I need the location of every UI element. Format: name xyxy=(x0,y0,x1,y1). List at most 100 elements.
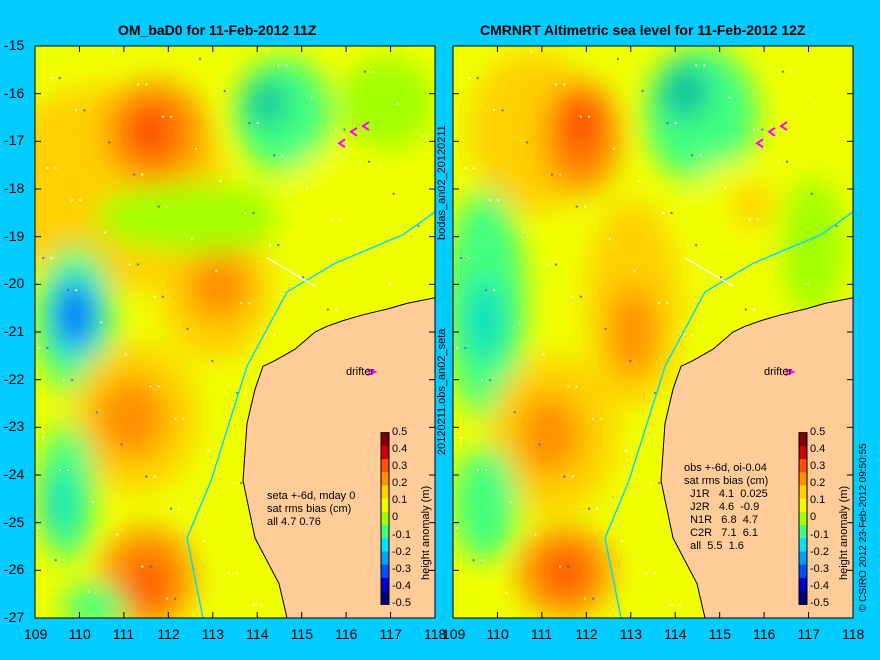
left-x-tick-label: 118 xyxy=(424,626,447,642)
right-anomaly-blob xyxy=(545,549,585,596)
right-obs-dot xyxy=(756,218,760,221)
right-colorbar-segment xyxy=(799,445,807,460)
right-colorbar-segment xyxy=(799,485,807,500)
right-obs-dot xyxy=(542,353,545,356)
right-anomaly-blob xyxy=(561,91,601,161)
right-anomaly-blob xyxy=(609,286,657,378)
left-obs-dot xyxy=(132,173,136,176)
left-obs-dot xyxy=(58,468,61,472)
left-obs-dot xyxy=(182,417,185,420)
right-x-tick-label: 110 xyxy=(486,626,509,642)
right-colorbar-tick-label: 0.2 xyxy=(810,477,826,490)
right-obs-dot xyxy=(657,481,661,485)
left-obs-dot xyxy=(396,102,400,106)
left-colorbar-segment xyxy=(381,577,389,592)
right-obs-dot xyxy=(493,109,496,112)
left-obs-dot xyxy=(42,436,45,440)
left-obs-dot xyxy=(42,256,45,260)
left-obs-dot xyxy=(37,346,41,350)
y-tick-label: -27 xyxy=(4,609,25,625)
left-obs-dot xyxy=(83,109,86,112)
y-tick-label: -17 xyxy=(4,132,25,149)
left-obs-dot xyxy=(87,591,90,594)
left-obs-dot xyxy=(178,507,181,510)
left-obs-dot xyxy=(285,64,288,67)
left-obs-dot xyxy=(54,558,57,562)
right-obs-dot xyxy=(616,57,620,61)
right-colorbar-label: height anomaly (m) xyxy=(838,485,850,580)
right-obs-dot xyxy=(748,218,752,221)
left-obs-dot xyxy=(50,76,53,80)
left-obs-dot xyxy=(244,211,247,215)
right-obs-dot xyxy=(666,121,669,125)
left-obs-dot xyxy=(260,603,264,607)
right-obs-dot xyxy=(596,507,599,510)
left-obs-dot xyxy=(417,224,420,228)
right-anomaly-blob xyxy=(453,446,517,561)
left-colorbar-segment xyxy=(381,551,389,566)
left-obs-dot xyxy=(305,186,309,189)
left-colorbar-tick-label: -0.3 xyxy=(392,562,411,575)
left-x-tick-label: 112 xyxy=(157,626,180,642)
right-colorbar-tick-label: -0.5 xyxy=(810,597,829,610)
right-anomaly-field xyxy=(453,46,845,618)
left-obs-dot xyxy=(157,205,160,208)
right-stats-line: obs +-6d, oi-0.04 xyxy=(684,462,767,474)
right-colorbar-segment xyxy=(799,498,807,513)
left-colorbar-segment xyxy=(381,511,389,526)
left-obs-dot xyxy=(239,481,243,485)
right-obs-dot xyxy=(686,244,690,247)
right-anomaly-blob xyxy=(517,394,581,475)
right-x-tick-label: 112 xyxy=(575,626,598,642)
left-obs-dot xyxy=(198,57,202,61)
left-obs-dot xyxy=(99,321,103,324)
left-obs-dot xyxy=(66,468,70,472)
right-obs-dot xyxy=(723,186,727,189)
right-obs-dot xyxy=(575,205,578,208)
left-obs-dot xyxy=(235,571,239,575)
right-obs-dot xyxy=(703,64,706,67)
left-obs-dot xyxy=(75,109,78,112)
right-obs-dot xyxy=(835,224,838,228)
right-colorbar-tick-label: -0.4 xyxy=(810,580,829,593)
right-obs-dot xyxy=(728,96,731,99)
right-anomaly-blob xyxy=(661,63,709,121)
right-obs-dot xyxy=(567,565,570,568)
left-obs-dot xyxy=(161,295,165,298)
right-obs-dot xyxy=(695,244,698,247)
left-colorbar-label: height anomaly (m) xyxy=(420,485,432,580)
left-colorbar-segment xyxy=(381,564,389,579)
right-obs-dot xyxy=(773,250,776,253)
left-obs-dot xyxy=(91,501,94,504)
left-anomaly-blob xyxy=(43,469,75,538)
right-x-tick-label: 117 xyxy=(797,626,820,642)
right-stats-box: obs +-6d, oi-0.04 sat rms bias (cm) J1R 4… xyxy=(684,462,768,553)
left-panel-title: OM_baD0 for 11-Feb-2012 11Z xyxy=(118,22,317,38)
right-colorbar-segment xyxy=(799,538,807,552)
right-x-tick-label: 118 xyxy=(842,626,865,642)
right-obs-dot xyxy=(781,70,785,73)
y-tick-label: -21 xyxy=(4,323,25,339)
right-obs-dot xyxy=(587,507,591,510)
right-obs-dot xyxy=(653,391,657,395)
right-obs-dot xyxy=(455,526,459,530)
left-stats-line: seta +-6d, mday 0 xyxy=(267,490,356,502)
right-x-tick-label: 116 xyxy=(753,626,776,642)
left-colorbar-segment xyxy=(381,538,389,552)
left-colorbar-segment xyxy=(381,498,389,513)
left-obs-dot xyxy=(371,70,375,73)
right-obs-dot xyxy=(744,308,747,311)
y-tick-label: -19 xyxy=(4,227,25,244)
left-obs-dot xyxy=(277,64,280,67)
left-anomaly-blob xyxy=(63,583,127,618)
left-isobath-line xyxy=(186,211,435,618)
left-colorbar-tick-label: -0.2 xyxy=(392,545,411,558)
right-obs-dot xyxy=(488,199,492,202)
right-obs-dot xyxy=(674,121,677,125)
left-colorbar-frame xyxy=(380,432,390,605)
right-obs-dot xyxy=(579,115,583,118)
left-obs-dot xyxy=(165,597,169,600)
left-anomaly-blob xyxy=(339,57,435,149)
right-obs-dot xyxy=(509,501,512,504)
left-obs-dot xyxy=(281,154,284,157)
